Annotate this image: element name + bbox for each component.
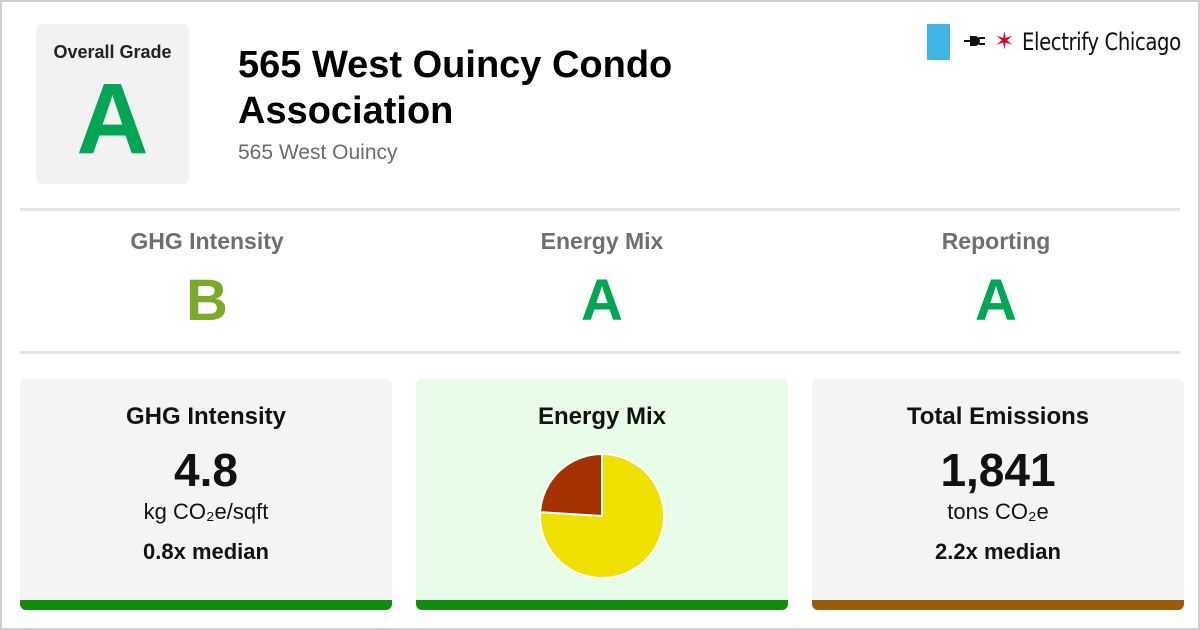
overall-grade-letter: A	[76, 63, 149, 175]
ghg-intensity-unit: kg CO₂e/sqft	[143, 499, 269, 524]
star-icon: ✶	[994, 28, 1015, 55]
total-emissions-unit: tons CO₂e	[947, 499, 1049, 524]
pie-slice-1	[539, 452, 603, 518]
card-bottom-bar	[812, 600, 1184, 610]
sub-grade-letter: B	[186, 268, 228, 333]
ghg-intensity-median: 0.8x median	[143, 539, 269, 564]
overall-grade-label: Overall Grade	[53, 42, 172, 62]
sub-grade-ghg-intensity: GHG Intensity B	[10, 228, 404, 333]
divider-top	[20, 208, 1180, 211]
card-title: Energy Mix	[537, 403, 667, 430]
card-bottom-bar	[416, 600, 788, 610]
card-bottom-bar	[20, 600, 392, 610]
sub-grade-label: Energy Mix	[540, 228, 664, 254]
ghg-intensity-value: 4.8	[174, 444, 238, 496]
building-address: 565 West Ouincy	[238, 141, 398, 164]
divider-middle	[20, 351, 1180, 354]
energy-mix-pie-chart	[539, 452, 665, 579]
brand-logo[interactable]: ✶ Electrify Chicago	[927, 24, 1182, 60]
total-emissions-value: 1,841	[940, 444, 1056, 496]
building-name: 565 West Ouincy Condo Association	[238, 44, 673, 132]
sub-grade-letter: A	[581, 268, 623, 333]
total-emissions-card: Total Emissions 1,841 tons CO₂e 2.2x med…	[812, 379, 1184, 610]
plug-icon	[964, 32, 986, 53]
chicago-flag-stripe-icon	[927, 24, 951, 60]
sub-grade-energy-mix: Energy Mix A	[405, 228, 799, 333]
brand-name: Electrify Chicago	[1022, 28, 1182, 56]
card-title: Total Emissions	[906, 403, 1090, 430]
sub-grade-label: GHG Intensity	[130, 228, 284, 254]
sub-grade-letter: A	[975, 268, 1017, 333]
energy-mix-card: Energy Mix	[416, 379, 788, 610]
card-title: GHG Intensity	[125, 403, 287, 430]
ghg-intensity-card: GHG Intensity 4.8 kg CO₂e/sqft 0.8x medi…	[20, 379, 392, 610]
sub-grade-label: Reporting	[941, 228, 1051, 254]
overall-grade-box: Overall Grade A	[36, 24, 189, 184]
total-emissions-median: 2.2x median	[935, 539, 1061, 564]
sub-grade-reporting: Reporting A	[799, 228, 1193, 333]
